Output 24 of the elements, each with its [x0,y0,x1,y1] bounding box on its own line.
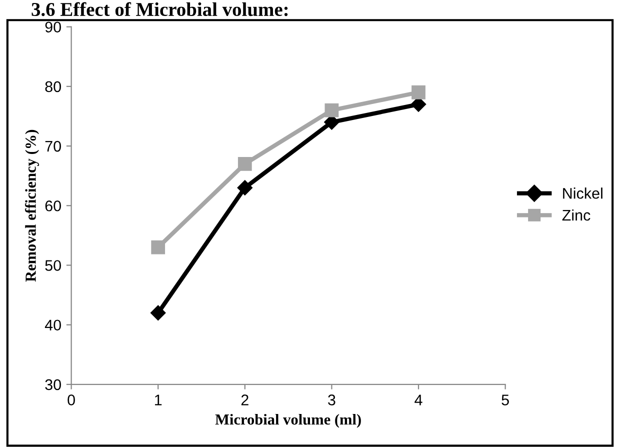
y-tick-label: 90 [45,22,61,33]
legend-label: Zinc [562,209,590,221]
point [412,85,426,100]
x-tick-label: 1 [155,394,162,406]
x-tick-label: 2 [241,394,248,406]
y-tick-label: 80 [45,81,61,92]
y-tick-label: 60 [45,200,61,212]
x-tick-label: 5 [502,394,509,406]
point [238,156,252,171]
chart-title: 3.6 Effect of Microbial volume: [32,2,288,16]
point [237,180,252,196]
y-tick-label: 50 [45,260,61,271]
point [324,103,339,118]
y-tick-label: 30 [45,379,61,390]
y-tick-label: 40 [44,320,61,331]
x-axis-title: Microbial volume (ml) [215,414,361,428]
point [151,240,166,254]
y-tick-label: 70 [45,140,61,152]
point [150,305,166,320]
x-tick-label: 4 [414,394,422,406]
x-tick-label: 0 [68,394,75,406]
x-tick-label: 3 [328,394,336,406]
legend-label: Nickel [563,188,602,199]
y-axis-title: Removal efficiency (%) [24,130,40,282]
